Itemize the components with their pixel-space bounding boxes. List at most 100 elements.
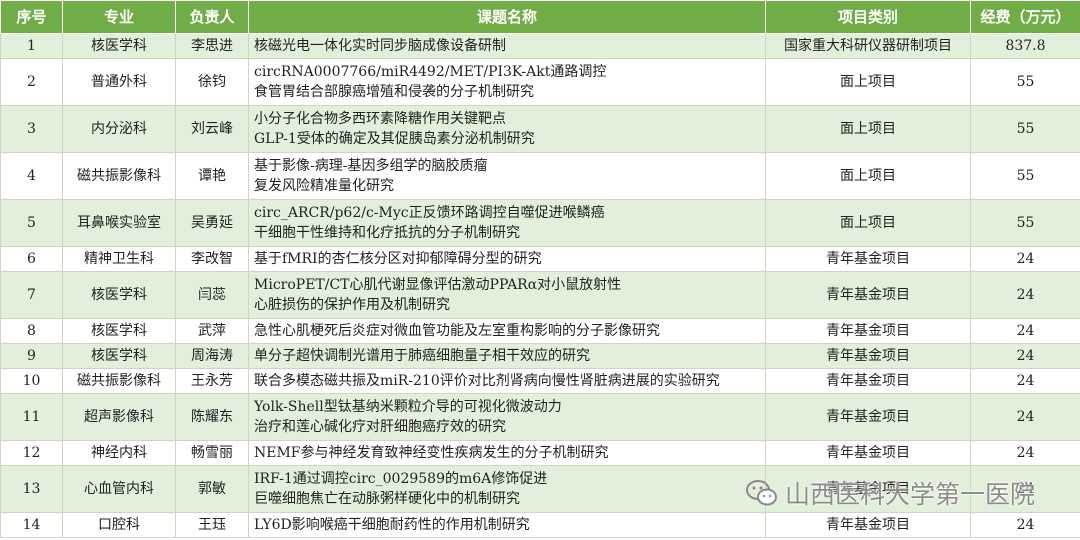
category: 面上项目: [765, 199, 971, 247]
table-row: 3 内分泌科 刘云峰 小分子化合物多西环素降糖作用关键靶点 GLP-1受体的确定及其促胰…: [0, 105, 1080, 153]
funding: 55: [970, 152, 1080, 200]
header-cell: 负责人: [175, 0, 249, 34]
category: 面上项目: [765, 152, 971, 200]
department: 神经内科: [62, 440, 176, 466]
funding: 24: [970, 318, 1080, 344]
leader: 陈耀东: [175, 393, 249, 441]
table-row: 2 普通外科 徐钧 circRNA0007766/miR4492/MET/PI3K-A…: [0, 58, 1080, 106]
category: 青年基金项目: [765, 512, 971, 538]
title-line: 治疗和莲心碱化疗对肝细胞癌疗效的研究: [254, 419, 506, 435]
funding: 55: [970, 105, 1080, 153]
department: 核医学科: [62, 318, 176, 344]
category: 青年基金项目: [765, 271, 971, 319]
title-line: 食管胃结合部腺癌增殖和侵袭的分子机制研究: [254, 84, 534, 100]
funding: 55: [970, 58, 1080, 106]
project-title: 急性心肌梗死后炎症对微血管功能及左室重构影响的分子影像研究: [248, 318, 766, 344]
leader: 李改智: [175, 246, 249, 272]
title-line: 巨噬细胞焦亡在动脉粥样硬化中的机制研究: [254, 491, 520, 507]
watermark-text: 山西医科大学第一医院: [785, 480, 1036, 509]
title-line: 复发风险精准量化研究: [254, 178, 394, 194]
funding: 24: [970, 368, 1080, 394]
table-row: 4 磁共振影像科 谭艳 基于影像-病理-基因多组学的脑胶质瘤 复发风险精准量化研究 面上项…: [0, 152, 1080, 200]
header-row: 序号 专业 负责人 课题名称 项目类别 经费（万元）: [0, 0, 1080, 34]
row-number: 6: [0, 246, 63, 272]
project-title: 联合多模态磁共振及miR-210评价对比剂肾病向慢性肾脏病进展的实验研究: [248, 368, 766, 394]
project-title: MicroPET/CT心肌代谢显像评估激动PPARα对小鼠放射性 心脏损伤的保护作…: [248, 271, 766, 319]
table-row: 9 核医学科 周海涛 单分子超快调制光谱用于肺癌细胞量子相干效应的研究 青年基金项目 24: [0, 343, 1080, 369]
department: 内分泌科: [62, 105, 176, 153]
row-number: 2: [0, 58, 63, 106]
table-row: 14 口腔科 王珏 LY6D影响喉癌干细胞耐药性的作用机制研究 青年基金项目 24: [0, 512, 1080, 538]
category: 面上项目: [765, 58, 971, 106]
title-line: MicroPET/CT心肌代谢显像评估激动PPARα对小鼠放射性: [254, 277, 622, 293]
title-line: circ_ARCR/p62/c-Myc正反馈环路调控自噬促进喉鳞癌: [254, 205, 605, 221]
funding: 24: [970, 440, 1080, 466]
header-cell: 课题名称: [248, 0, 766, 34]
title-line: Yolk-Shell型钛基纳米颗粒介导的可视化微波动力: [254, 399, 562, 415]
row-number: 7: [0, 271, 63, 319]
row-number: 3: [0, 105, 63, 153]
department: 心血管内科: [62, 465, 176, 513]
leader: 闫蕊: [175, 271, 249, 319]
header-cell: 序号: [0, 0, 63, 34]
leader: 王永芳: [175, 368, 249, 394]
table-row: 13 心血管内科 郭敏 IRF-1通过调控circ_0029589的m6A修饰促进 巨噬…: [0, 465, 1080, 513]
table-row: 5 耳鼻喉实验室 吴勇延 circ_ARCR/p62/c-Myc正反馈环路调控自噬促进…: [0, 199, 1080, 247]
row-number: 4: [0, 152, 63, 200]
funding: 24: [970, 393, 1080, 441]
row-number: 14: [0, 512, 63, 538]
table-row: 7 核医学科 闫蕊 MicroPET/CT心肌代谢显像评估激动PPARα对小鼠放射性心…: [0, 271, 1080, 319]
category: 青年基金项目: [765, 246, 971, 272]
department: 核医学科: [62, 33, 176, 59]
leader: 王珏: [175, 512, 249, 538]
category: 青年基金项目: [765, 465, 971, 513]
watermark: 山西医科大学第一医院: [745, 475, 1035, 511]
leader: 李思进: [175, 33, 249, 59]
title-line: 联合多模态磁共振及miR-210评价对比剂肾病向慢性肾脏病进展的实验研究: [254, 373, 720, 389]
category: 青年基金项目: [765, 368, 971, 394]
row-number: 12: [0, 440, 63, 466]
row-number: 1: [0, 33, 63, 59]
project-title: 小分子化合物多西环素降糖作用关键靶点 GLP-1受体的确定及其促胰岛素分泌机制研究: [248, 105, 766, 153]
category: 青年基金项目: [765, 343, 971, 369]
title-line: 心脏损伤的保护作用及机制研究: [254, 297, 450, 313]
title-line: circRNA0007766/miR4492/MET/PI3K-Akt通路调控: [254, 64, 607, 80]
department: 磁共振影像科: [62, 152, 176, 200]
category: 青年基金项目: [765, 393, 971, 441]
leader: 吴勇延: [175, 199, 249, 247]
category: 国家重大科研仪器研制项目: [765, 33, 971, 59]
header-cell: 专业: [62, 0, 176, 34]
leader: 周海涛: [175, 343, 249, 369]
table-row: 11 超声影像科 陈耀东 Yolk-Shell型钛基纳米颗粒介导的可视化微波动力 治疗和…: [0, 393, 1080, 441]
leader: 武萍: [175, 318, 249, 344]
table-row: 1 核医学科 李思进 核磁光电一体化实时同步脑成像设备研制 国家重大科研仪器研制项目 83…: [0, 33, 1080, 59]
funding: 24: [970, 343, 1080, 369]
table-row: 12 神经内科 畅雪丽 NEMF参与神经发育致神经变性疾病发生的分子机制研究 青年基金项…: [0, 440, 1080, 466]
project-title: 基于影像-病理-基因多组学的脑胶质瘤 复发风险精准量化研究: [248, 152, 766, 200]
project-title: circRNA0007766/miR4492/MET/PI3K-Akt通路调控食…: [248, 58, 766, 106]
category: 青年基金项目: [765, 318, 971, 344]
row-number: 9: [0, 343, 63, 369]
table-row: 10 磁共振影像科 王永芳 联合多模态磁共振及miR-210评价对比剂肾病向慢性肾脏病…: [0, 368, 1080, 394]
table-row: 8 核医学科 武萍 急性心肌梗死后炎症对微血管功能及左室重构影响的分子影像研究 青年基金…: [0, 318, 1080, 344]
project-title: 核磁光电一体化实时同步脑成像设备研制: [248, 33, 766, 59]
row-number: 13: [0, 465, 63, 513]
title-line: IRF-1通过调控circ_0029589的m6A修饰促进: [254, 471, 548, 487]
funding: 837.8: [970, 33, 1080, 59]
title-line: 基于fMRI的杏仁核分区对抑郁障碍分型的研究: [254, 251, 542, 267]
project-title: 基于fMRI的杏仁核分区对抑郁障碍分型的研究: [248, 246, 766, 272]
project-title: circ_ARCR/p62/c-Myc正反馈环路调控自噬促进喉鳞癌 干细胞干性维持…: [248, 199, 766, 247]
wechat-icon: [746, 480, 777, 506]
project-title: IRF-1通过调控circ_0029589的m6A修饰促进 巨噬细胞焦亡在动脉粥样…: [248, 465, 766, 513]
title-line: 急性心肌梗死后炎症对微血管功能及左室重构影响的分子影像研究: [254, 323, 660, 339]
department: 耳鼻喉实验室: [62, 199, 176, 247]
title-line: 小分子化合物多西环素降糖作用关键靶点: [254, 111, 506, 127]
department: 普通外科: [62, 58, 176, 106]
category: 面上项目: [765, 105, 971, 153]
row-number: 10: [0, 368, 63, 394]
leader: 徐钧: [175, 58, 249, 106]
leader: 畅雪丽: [175, 440, 249, 466]
department: 精神卫生科: [62, 246, 176, 272]
